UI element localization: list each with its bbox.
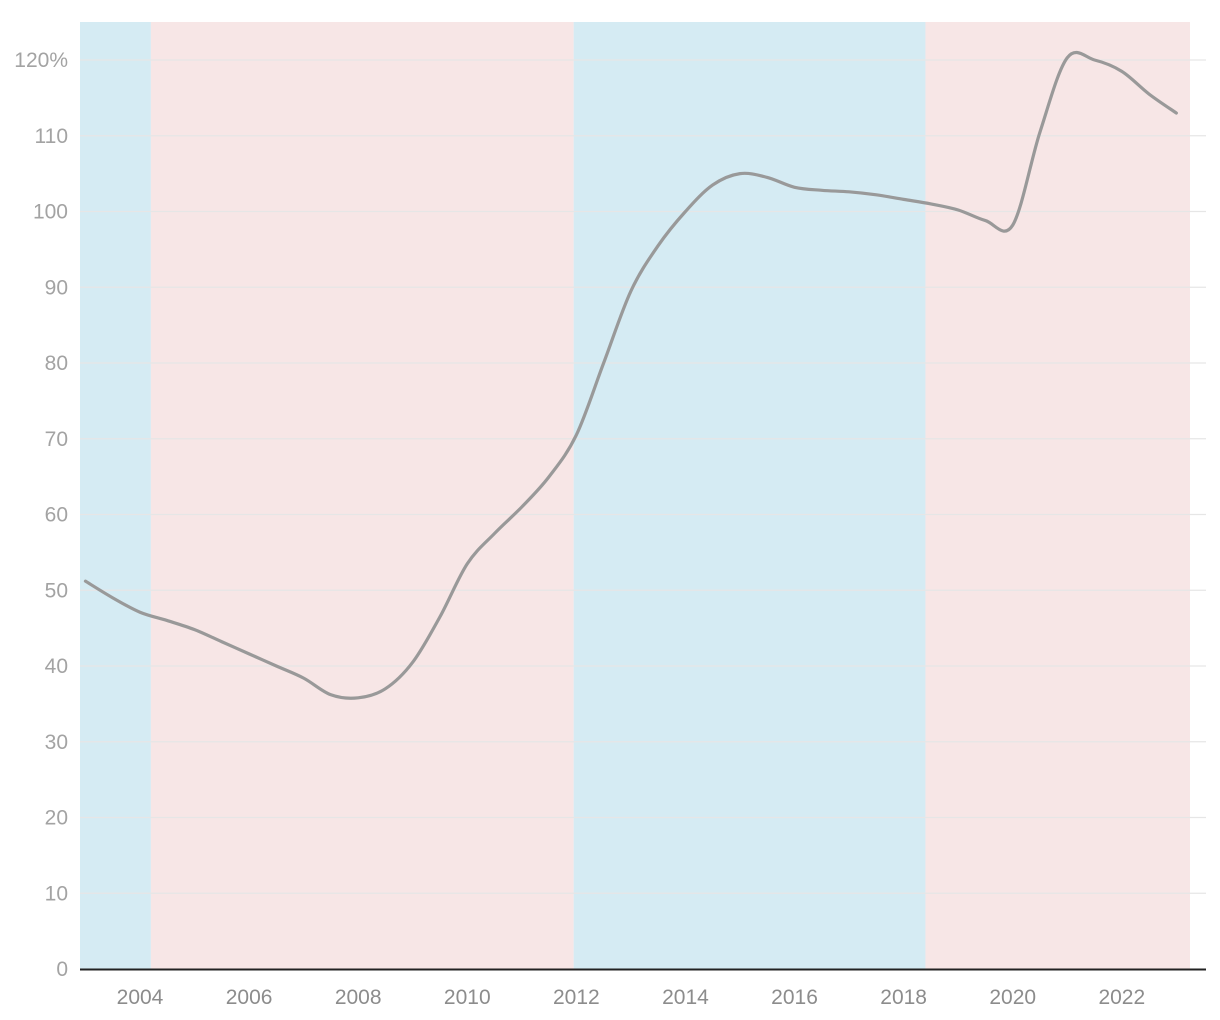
y-tick-label: 20 xyxy=(45,807,68,830)
series-line-0 xyxy=(83,50,1178,700)
series-lines xyxy=(83,50,1178,700)
x-tick-label: 2014 xyxy=(662,986,709,1009)
shaded-period-3 xyxy=(925,22,1190,969)
y-tick-label: 50 xyxy=(45,579,68,602)
shaded-period-2 xyxy=(573,22,926,969)
x-tick-label: 2008 xyxy=(335,986,382,1009)
x-tick-label: 2004 xyxy=(117,986,164,1009)
y-tick-label: 10 xyxy=(45,882,68,905)
shaded-periods xyxy=(80,22,1190,969)
x-tick-label: 2012 xyxy=(553,986,600,1009)
x-axis-tick-labels: 2004 2006 2008 2010 2012 2014 2016 2018 2020 2022 xyxy=(117,986,1146,1009)
y-tick-label: 80 xyxy=(45,352,68,375)
shaded-period-1 xyxy=(150,22,574,969)
y-tick-label: 110 xyxy=(35,125,68,148)
x-tick-label: 2020 xyxy=(989,986,1036,1009)
x-tick-label: 2016 xyxy=(771,986,818,1009)
shaded-period-0 xyxy=(80,22,151,969)
y-tick-label: 30 xyxy=(45,731,68,754)
y-tick-label: 120% xyxy=(14,49,68,72)
y-tick-label: 100 xyxy=(33,201,68,224)
x-tick-label: 2018 xyxy=(880,986,927,1009)
y-tick-label: 60 xyxy=(45,504,68,527)
x-tick-label: 2022 xyxy=(1098,986,1145,1009)
y-tick-label: 90 xyxy=(45,276,68,299)
y-axis-tick-labels: 0 10 20 30 40 50 60 70 80 90 100 110 120% xyxy=(14,49,68,981)
y-tick-label: 40 xyxy=(45,655,68,678)
x-tick-label: 2010 xyxy=(444,986,491,1009)
x-tick-label: 2006 xyxy=(226,986,273,1009)
y-tick-label: 0 xyxy=(56,958,68,981)
y-tick-label: 70 xyxy=(45,428,68,451)
